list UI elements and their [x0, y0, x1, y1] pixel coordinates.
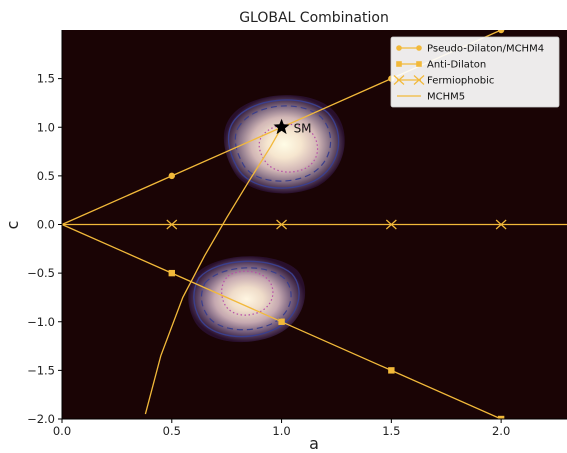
y-tick-label: 0.0	[37, 218, 55, 232]
legend-marker-fermiophobic-b	[413, 75, 425, 85]
legend-label-pseudo-dilaton-mchm4: Pseudo-Dilaton/MCHM4	[427, 44, 544, 55]
y-tick-label: 1.5	[37, 72, 55, 86]
point-anti-dilaton-2	[278, 318, 285, 325]
point-fermiophobic-4	[495, 219, 507, 230]
legend-box	[390, 36, 560, 108]
y-ticks: −2.0 −1.5 −1.0 −0.5 0.0 0.5 1.0 1.5	[27, 72, 62, 426]
series-line-mchm5	[144, 126, 283, 415]
sm-annotation-label: SM	[294, 121, 312, 135]
legend-label-fermiophobic: Fermiophobic	[427, 76, 494, 87]
legend-marker-fermiophobic-b-stroke-b	[413, 75, 425, 85]
x-axis-label: a	[309, 434, 319, 453]
legend-marker-fermiophobic-a-stroke-b	[393, 75, 405, 85]
x-tick-label: 1.0	[272, 424, 290, 438]
legend-label-anti-dilaton: Anti-Dilaton	[427, 60, 486, 71]
point-anti-dilaton-1	[168, 269, 175, 277]
point-pseudo-dilaton-mchm4-1	[168, 172, 175, 180]
legend-marker-fermiophobic-a	[393, 75, 405, 85]
point-fermiophobic-2-stroke-b	[276, 219, 287, 230]
legend-marker-anti-dilaton-a	[396, 61, 402, 67]
legend-marker-anti-dilaton-b	[416, 61, 422, 67]
x-tick-label: 2.0	[492, 424, 510, 438]
x-ticks: 0.0 0.5 1.0 1.5 2.0	[53, 419, 510, 438]
y-tick-label: −2.0	[27, 412, 55, 426]
point-anti-dilaton-4	[497, 415, 505, 419]
y-tick-label: 0.5	[37, 169, 55, 183]
likelihood-regions	[188, 95, 345, 343]
point-fermiophobic-3-stroke-b	[385, 219, 397, 230]
legend: Pseudo-Dilaton/MCHM4 Anti-Dilaton Fermioph…	[390, 36, 560, 108]
y-tick-label: −0.5	[27, 266, 55, 280]
x-tick-label: 0.0	[53, 424, 71, 438]
point-pseudo-dilaton-mchm4-4	[497, 30, 505, 34]
legend-marker-pseudo-dilaton-mchm4-a	[396, 45, 402, 51]
sm-star-marker	[273, 118, 290, 135]
region-upper	[223, 95, 345, 194]
point-fermiophobic-1-stroke-b	[166, 219, 178, 230]
x-tick-label: 1.5	[382, 424, 400, 438]
region-lower	[188, 256, 306, 343]
y-tick-label: 1.0	[37, 120, 55, 134]
point-fermiophobic-4-stroke-b	[495, 219, 507, 230]
y-tick-label: −1.0	[27, 315, 55, 329]
point-fermiophobic-2	[276, 219, 287, 230]
y-tick-label: −1.5	[27, 363, 55, 377]
legend-marker-pseudo-dilaton-mchm4-b	[416, 45, 422, 51]
y-axis-label: c	[3, 221, 22, 230]
point-fermiophobic-1	[166, 219, 178, 230]
legend-label-mchm5: MCHM5	[427, 92, 465, 103]
chart-title: GLOBAL Combination	[239, 10, 389, 26]
point-anti-dilaton-3	[388, 367, 395, 374]
point-fermiophobic-3	[385, 219, 397, 230]
x-tick-label: 0.5	[163, 424, 181, 438]
annotation-layer: SM	[273, 118, 312, 135]
